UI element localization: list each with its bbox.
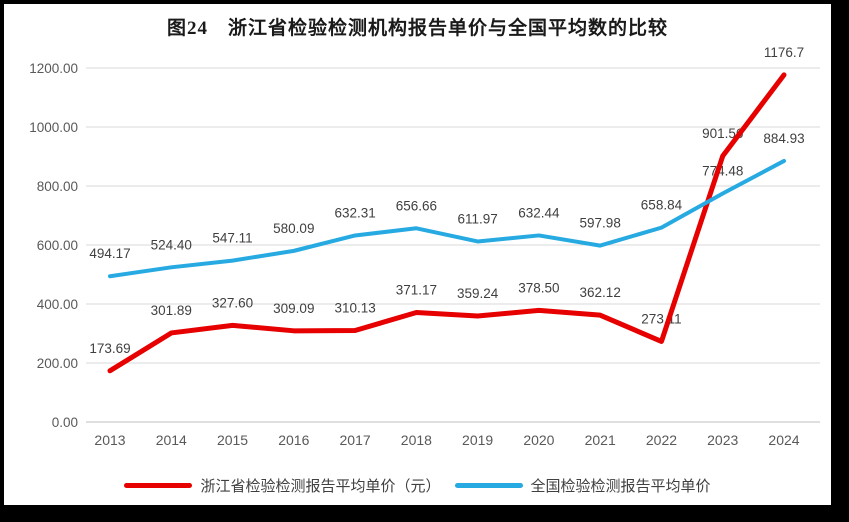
chart-legend: 浙江省检验检测报告平均单价（元） 全国检验检测报告平均单价 [4,475,831,496]
svg-text:2015: 2015 [217,432,248,448]
svg-text:1200.00: 1200.00 [29,61,78,76]
svg-text:600.00: 600.00 [37,238,78,253]
svg-text:309.09: 309.09 [273,301,314,316]
svg-text:378.50: 378.50 [518,280,559,295]
legend-item-national: 全国检验检测报告平均单价 [454,475,711,496]
svg-text:494.17: 494.17 [89,246,130,261]
svg-text:2019: 2019 [462,432,493,448]
svg-text:200.00: 200.00 [37,356,78,371]
svg-text:611.97: 611.97 [457,211,497,226]
svg-text:273.11: 273.11 [641,311,681,326]
svg-text:327.60: 327.60 [212,295,253,310]
svg-text:1000.00: 1000.00 [29,120,78,135]
svg-text:310.13: 310.13 [334,301,375,316]
svg-text:2017: 2017 [340,432,371,448]
legend-label-zhejiang: 浙江省检验检测报告平均单价（元） [200,478,441,495]
svg-text:2023: 2023 [707,432,738,448]
svg-text:597.98: 597.98 [580,216,621,231]
svg-text:901.56: 901.56 [702,126,743,141]
svg-text:2022: 2022 [646,432,677,448]
svg-text:547.11: 547.11 [212,231,252,246]
svg-text:2020: 2020 [523,432,554,448]
svg-text:658.84: 658.84 [641,198,683,213]
svg-text:0.00: 0.00 [52,415,78,430]
svg-text:2016: 2016 [278,432,309,448]
svg-text:2021: 2021 [585,432,616,448]
legend-label-national: 全国检验检测报告平均单价 [530,478,711,495]
svg-text:400.00: 400.00 [37,297,78,312]
svg-text:173.69: 173.69 [89,341,130,356]
svg-text:884.93: 884.93 [763,131,804,146]
svg-text:2013: 2013 [94,432,125,448]
svg-text:371.17: 371.17 [396,283,437,298]
chart-title: 图24 浙江省检验检测机构报告单价与全国平均数的比较 [166,18,668,39]
svg-text:524.40: 524.40 [151,237,192,252]
svg-text:2024: 2024 [768,432,799,448]
legend-item-zhejiang: 浙江省检验检测报告平均单价（元） [124,475,441,496]
svg-text:580.09: 580.09 [273,221,314,236]
svg-text:2014: 2014 [156,432,187,448]
svg-text:774.48: 774.48 [702,164,743,179]
chart-svg: 0.00 200.00 400.00 600.00 800.00 1000.00 1200.… [29,45,820,448]
svg-text:362.12: 362.12 [580,285,621,300]
svg-text:301.89: 301.89 [151,303,192,318]
svg-text:2018: 2018 [401,432,432,448]
svg-text:632.44: 632.44 [518,205,560,220]
svg-text:359.24: 359.24 [457,286,499,301]
chart-canvas: 0.00 200.00 400.00 600.00 800.00 1000.00 1200.… [4,4,831,505]
svg-text:656.66: 656.66 [396,198,437,213]
legend-swatch-red-line [124,483,193,488]
svg-text:800.00: 800.00 [37,179,78,194]
legend-swatch-blue-line [454,483,523,488]
svg-text:632.31: 632.31 [334,205,375,220]
svg-text:1176.7: 1176.7 [764,45,804,60]
